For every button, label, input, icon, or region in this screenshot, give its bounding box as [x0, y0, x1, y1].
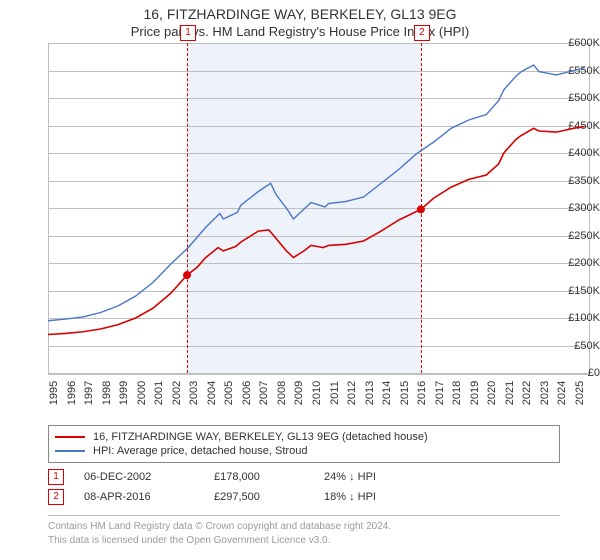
- sale-row-marker: 2: [48, 489, 64, 505]
- chart-title-sub: Price paid vs. HM Land Registry's House …: [0, 22, 600, 43]
- y-axis-tick-label: £600K: [556, 37, 600, 49]
- x-axis-tick-label: 2013: [364, 381, 376, 405]
- x-axis-tick-label: 2015: [399, 381, 411, 405]
- x-axis-tick-label: 2007: [258, 381, 270, 405]
- y-axis-tick-label: £450K: [556, 120, 600, 132]
- gridline: [48, 236, 588, 237]
- sale-event-marker: 2: [414, 25, 430, 41]
- x-axis-tick-label: 2014: [381, 381, 393, 405]
- x-axis-tick-label: 2017: [434, 381, 446, 405]
- y-axis-tick-label: £0: [556, 367, 600, 379]
- x-axis-tick-label: 2020: [486, 381, 498, 405]
- x-axis-tick-label: 1998: [101, 381, 113, 405]
- gridline: [48, 373, 588, 374]
- footer-line-2: This data is licensed under the Open Gov…: [48, 534, 560, 548]
- sales-table: 1 06-DEC-2002£178,00024% ↓ HPI 2 08-APR-201…: [48, 467, 560, 507]
- sale-event-line: [187, 43, 188, 373]
- x-axis-tick-label: 2009: [293, 381, 305, 405]
- sale-row-diff: 24% ↓ HPI: [324, 471, 434, 483]
- y-axis-tick-label: £200K: [556, 257, 600, 269]
- gridline: [48, 291, 588, 292]
- price-chart: £0 £50K £100K £150K £200K £250K £300K £350K £400…: [0, 43, 600, 423]
- x-axis-tick-label: 1996: [66, 381, 78, 405]
- legend-swatch: [55, 450, 85, 452]
- gridline: [48, 71, 588, 72]
- gridline: [48, 181, 588, 182]
- legend-item: HPI: Average price, detached house, Stro…: [55, 444, 553, 458]
- sale-row-date: 08-APR-2016: [84, 491, 214, 503]
- sale-row-marker: 1: [48, 469, 64, 485]
- legend-label: HPI: Average price, detached house, Stro…: [93, 445, 307, 457]
- x-axis-tick-label: 1995: [48, 381, 60, 405]
- x-axis-tick-label: 2022: [521, 381, 533, 405]
- y-axis-tick-label: £250K: [556, 230, 600, 242]
- y-axis-tick-label: £350K: [556, 175, 600, 187]
- legend-item: 16, FITZHARDINGE WAY, BERKELEY, GL13 9EG…: [55, 430, 553, 444]
- sale-row: 2 08-APR-2016£297,50018% ↓ HPI: [48, 487, 560, 507]
- y-axis-tick-label: £100K: [556, 312, 600, 324]
- sale-event-line: [421, 43, 422, 373]
- x-axis-tick-label: 1999: [118, 381, 130, 405]
- x-axis-tick-label: 2024: [556, 381, 568, 405]
- gridline: [48, 346, 588, 347]
- y-axis-tick-label: £500K: [556, 92, 600, 104]
- x-axis-tick-label: 2011: [329, 381, 341, 405]
- x-axis-tick-label: 2018: [451, 381, 463, 405]
- x-axis-tick-label: 2000: [136, 381, 148, 405]
- gridline: [48, 126, 588, 127]
- sale-event-marker: 1: [180, 25, 196, 41]
- x-axis-tick-label: 2019: [469, 381, 481, 405]
- x-axis-tick-label: 2021: [504, 381, 516, 405]
- legend-label: 16, FITZHARDINGE WAY, BERKELEY, GL13 9EG…: [93, 431, 428, 443]
- sale-row-diff: 18% ↓ HPI: [324, 491, 434, 503]
- sale-row-price: £178,000: [214, 471, 324, 483]
- x-axis-tick-label: 2010: [311, 381, 323, 405]
- x-axis-tick-label: 2004: [206, 381, 218, 405]
- sale-row-price: £297,500: [214, 491, 324, 503]
- footer-line-1: Contains HM Land Registry data © Crown c…: [48, 520, 560, 534]
- gridline: [48, 43, 588, 44]
- gridline: [48, 318, 588, 319]
- y-axis-tick-label: £150K: [556, 285, 600, 297]
- footer-attribution: Contains HM Land Registry data © Crown c…: [48, 515, 560, 547]
- x-axis-tick-label: 2008: [276, 381, 288, 405]
- gridline: [48, 98, 588, 99]
- chart-title-main: 16, FITZHARDINGE WAY, BERKELEY, GL13 9EG: [0, 0, 600, 22]
- gridline: [48, 153, 588, 154]
- gridline: [48, 263, 588, 264]
- x-axis-tick-label: 2025: [574, 381, 586, 405]
- x-axis-tick-label: 1997: [83, 381, 95, 405]
- x-axis-tick-label: 2006: [241, 381, 253, 405]
- x-axis-tick-label: 2012: [346, 381, 358, 405]
- y-axis-tick-label: £300K: [556, 202, 600, 214]
- y-axis-tick-label: £400K: [556, 147, 600, 159]
- sale-row: 1 06-DEC-2002£178,00024% ↓ HPI: [48, 467, 560, 487]
- legend-swatch: [55, 436, 85, 438]
- x-axis-tick-label: 2002: [171, 381, 183, 405]
- x-axis-tick-label: 2023: [539, 381, 551, 405]
- y-axis-tick-label: £50K: [556, 340, 600, 352]
- x-axis-tick-label: 2005: [223, 381, 235, 405]
- sale-row-date: 06-DEC-2002: [84, 471, 214, 483]
- x-axis-tick-label: 2003: [188, 381, 200, 405]
- x-axis-tick-label: 2016: [416, 381, 428, 405]
- y-axis-tick-label: £550K: [556, 65, 600, 77]
- gridline: [48, 208, 588, 209]
- legend: 16, FITZHARDINGE WAY, BERKELEY, GL13 9EG…: [48, 425, 560, 463]
- x-axis-tick-label: 2001: [153, 381, 165, 405]
